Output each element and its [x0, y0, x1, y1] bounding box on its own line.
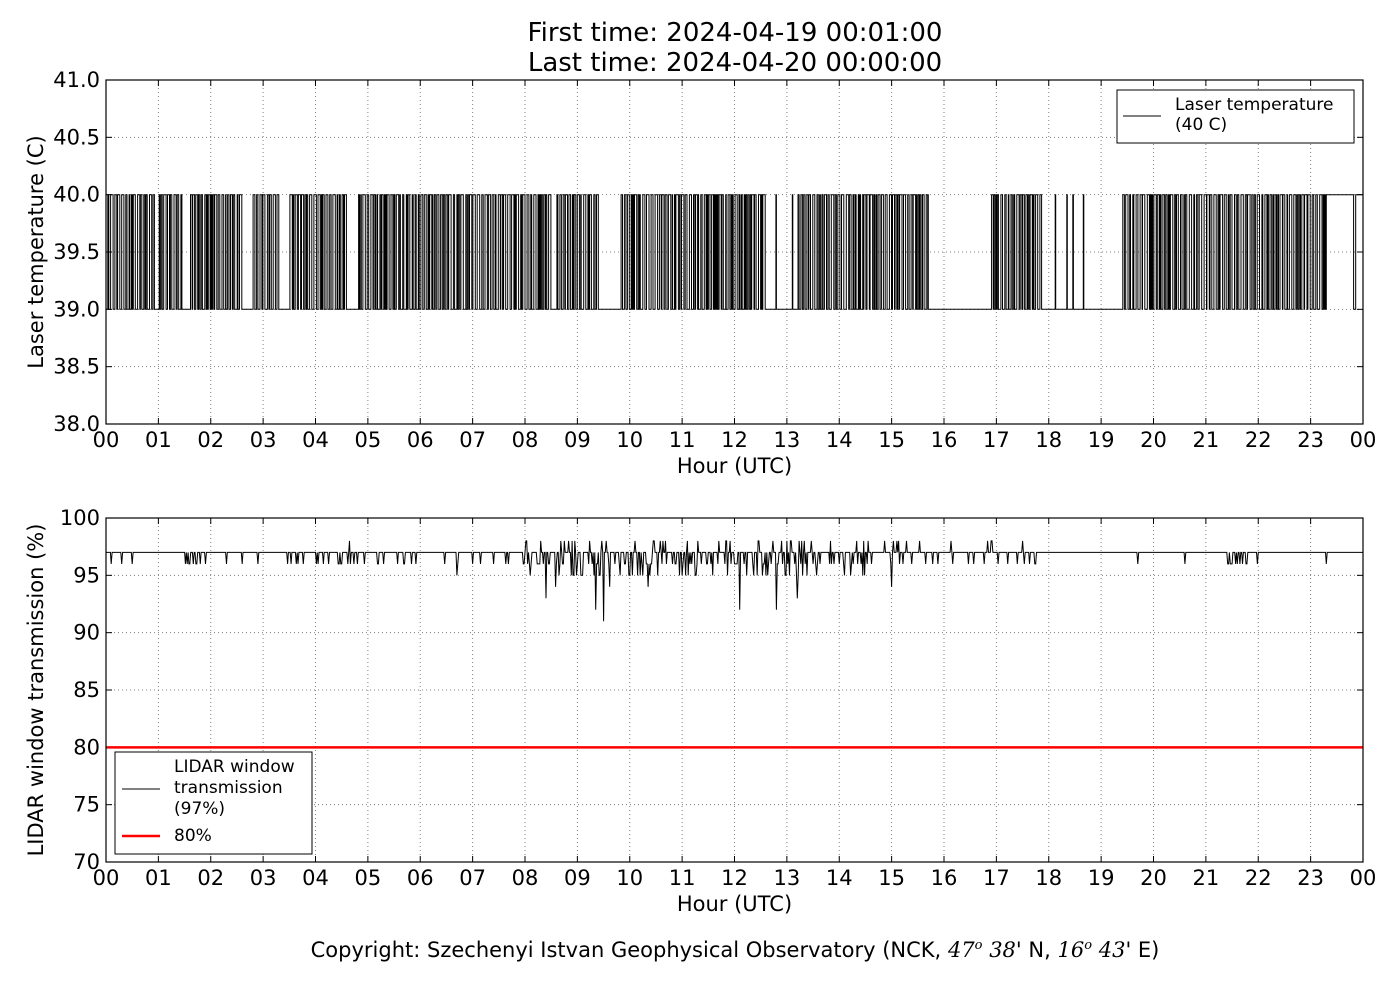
- y-tick-label: 100: [60, 506, 100, 530]
- x-tick-label: 22: [1245, 428, 1272, 452]
- latitude-minutes: 38: [989, 938, 1016, 962]
- y-tick-label: 38.0: [53, 412, 100, 436]
- plot-frame: [105, 79, 1364, 425]
- x-tick-label: 00: [93, 866, 120, 890]
- x-axis-label: Hour (UTC): [677, 454, 792, 478]
- x-tick-label: 09: [564, 866, 591, 890]
- x-tick-label: 17: [983, 428, 1010, 452]
- copyright-text: Copyright: Szechenyi Istvan Geophysical …: [310, 938, 942, 962]
- plot-frame: [105, 517, 1364, 863]
- x-tick-label: 21: [1193, 866, 1220, 890]
- legend-label-lidar-line2: transmission: [174, 778, 283, 798]
- y-tick-label: 80: [73, 735, 100, 759]
- x-tick-label: 23: [1297, 428, 1324, 452]
- x-tick-label: 01: [145, 866, 172, 890]
- x-tick-label: 10: [616, 866, 643, 890]
- x-tick-label: 11: [669, 428, 696, 452]
- x-tick-label: 17: [983, 866, 1010, 890]
- x-tick-label: 12: [721, 428, 748, 452]
- longitude-hemisphere: ' E): [1125, 938, 1160, 962]
- x-tick-label: 05: [355, 428, 382, 452]
- x-tick-label: 07: [459, 866, 486, 890]
- x-tick-label: 00: [1350, 866, 1377, 890]
- x-tick-label: 04: [302, 866, 329, 890]
- copyright-notice: Copyright: Szechenyi Istvan Geophysical …: [0, 938, 1400, 962]
- x-tick-label: 02: [197, 428, 224, 452]
- y-tick-label: 40.0: [53, 183, 100, 207]
- legend-label-lidar-line3: (97%): [174, 799, 225, 819]
- y-tick-label: 41.0: [53, 68, 100, 92]
- x-tick-label: 21: [1193, 428, 1220, 452]
- x-tick-label: 03: [250, 428, 277, 452]
- longitude-minutes: 43: [1098, 938, 1126, 962]
- series-lidar-transmission: [106, 540, 1363, 622]
- x-tick-label: 04: [302, 428, 329, 452]
- y-tick-label: 39.0: [53, 297, 100, 321]
- chart-title-first-time: First time: 2024-04-19 00:01:00: [527, 18, 943, 48]
- x-tick-label: 08: [512, 428, 539, 452]
- y-axis-label: Laser temperature (C): [24, 135, 48, 368]
- x-tick-label: 20: [1140, 866, 1167, 890]
- legend-label-laser: Laser temperature: [1175, 95, 1333, 115]
- x-tick-label: 16: [931, 866, 958, 890]
- x-tick-label: 00: [93, 428, 120, 452]
- x-tick-label: 19: [1088, 428, 1115, 452]
- y-tick-label: 75: [73, 793, 100, 817]
- x-tick-label: 16: [931, 428, 958, 452]
- y-tick-label: 85: [73, 678, 100, 702]
- x-tick-label: 13: [774, 428, 801, 452]
- y-axis-label: LIDAR window transmission (%): [24, 524, 48, 857]
- x-tick-label: 03: [250, 866, 277, 890]
- series-laser-temperature: [106, 194, 1363, 310]
- y-tick-label: 39.5: [53, 240, 100, 264]
- x-tick-label: 20: [1140, 428, 1167, 452]
- x-tick-label: 14: [826, 428, 853, 452]
- legend-label-threshold: 80%: [174, 826, 212, 846]
- y-tick-label: 38.5: [53, 355, 100, 379]
- legend-label-laser-sub: (40 C): [1175, 115, 1227, 135]
- x-tick-label: 00: [1350, 428, 1377, 452]
- x-tick-label: 02: [197, 866, 224, 890]
- legend-label-lidar-line1: LIDAR window: [174, 757, 295, 777]
- x-tick-label: 13: [774, 866, 801, 890]
- x-tick-label: 18: [1035, 866, 1062, 890]
- x-tick-label: 06: [407, 428, 434, 452]
- x-tick-label: 14: [826, 866, 853, 890]
- x-tick-label: 05: [355, 866, 382, 890]
- x-tick-label: 01: [145, 428, 172, 452]
- x-tick-label: 07: [459, 428, 486, 452]
- x-tick-label: 11: [669, 866, 696, 890]
- x-tick-label: 12: [721, 866, 748, 890]
- x-tick-label: 06: [407, 866, 434, 890]
- y-tick-label: 90: [73, 621, 100, 645]
- longitude-degrees: 16o: [1057, 938, 1093, 962]
- x-tick-label: 19: [1088, 866, 1115, 890]
- x-tick-label: 10: [616, 428, 643, 452]
- latitude-degrees: 47o: [947, 938, 983, 962]
- x-tick-label: 09: [564, 428, 591, 452]
- chart-title-last-time: Last time: 2024-04-20 00:00:00: [527, 48, 943, 78]
- x-tick-label: 15: [878, 428, 905, 452]
- latitude-hemisphere: ' N,: [1015, 938, 1051, 962]
- x-tick-label: 08: [512, 866, 539, 890]
- y-tick-label: 40.5: [53, 125, 100, 149]
- x-tick-label: 15: [878, 866, 905, 890]
- y-tick-label: 70: [73, 850, 100, 874]
- x-axis-label: Hour (UTC): [677, 892, 792, 916]
- y-tick-label: 95: [73, 563, 100, 587]
- x-tick-label: 23: [1297, 866, 1324, 890]
- x-tick-label: 22: [1245, 866, 1272, 890]
- x-tick-label: 18: [1035, 428, 1062, 452]
